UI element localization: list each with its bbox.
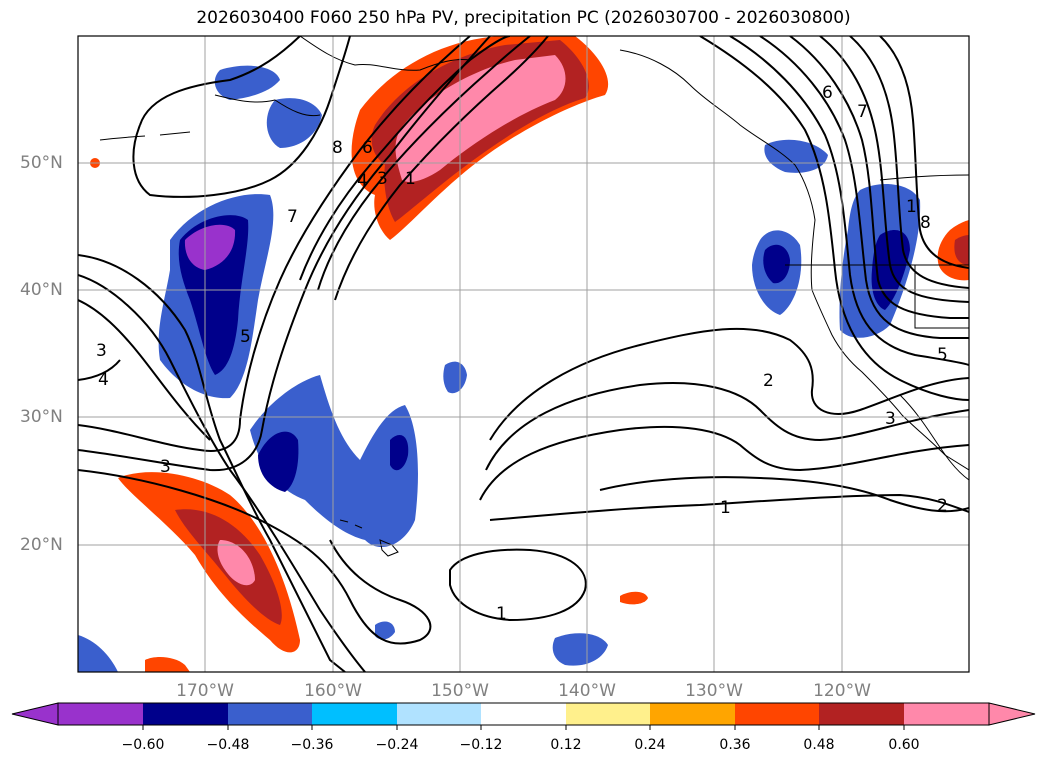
contour-label: 7 bbox=[857, 102, 868, 122]
contour-label: 4 bbox=[98, 370, 109, 390]
contour-label: 5 bbox=[937, 345, 948, 365]
contour-label: 8 bbox=[920, 213, 931, 233]
colorbar-swatch bbox=[143, 703, 228, 725]
lon-label: 160°W bbox=[304, 681, 362, 701]
colorbar-tick-label: 0.60 bbox=[888, 737, 920, 753]
lon-label: 140°W bbox=[558, 681, 616, 701]
colorbar-swatch bbox=[312, 703, 397, 725]
lon-label: 130°W bbox=[685, 681, 743, 701]
colorbar-tick-label: −0.36 bbox=[290, 737, 334, 753]
colorbar-swatch bbox=[397, 703, 481, 725]
precip-negative-hawaii-area bbox=[250, 375, 418, 548]
colorbar-swatch bbox=[481, 703, 566, 725]
colorbar-tick-label: −0.60 bbox=[121, 737, 165, 753]
colorbar-outline bbox=[57, 702, 990, 726]
contour-label: 1 bbox=[405, 169, 416, 189]
contour-label: 3 bbox=[377, 169, 388, 189]
graticule bbox=[78, 36, 969, 672]
colorbar-swatch bbox=[58, 703, 143, 725]
lat-label: 40°N bbox=[20, 280, 63, 300]
colorbar-tick-label: −0.24 bbox=[375, 737, 419, 753]
contour-label: 8 bbox=[332, 138, 343, 158]
lon-label: 150°W bbox=[431, 681, 489, 701]
contour-label: 3 bbox=[885, 409, 896, 429]
contour-label: 3 bbox=[160, 457, 171, 477]
contour-label: 3 bbox=[96, 341, 107, 361]
chart-title: 2026030400 F060 250 hPa PV, precipitatio… bbox=[196, 8, 851, 28]
contour-label: 6 bbox=[362, 138, 373, 158]
pv-contour-labels: 8 6 4 3 1 7 5 3 4 3 2 6 7 8 5 3 2 1 1 1 bbox=[96, 83, 948, 624]
contour-label: 6 bbox=[822, 83, 833, 103]
colorbar-swatch bbox=[650, 703, 735, 725]
precip-negative-regions bbox=[78, 65, 921, 672]
contour-label: 4 bbox=[357, 171, 368, 191]
contour-label: 2 bbox=[763, 371, 774, 391]
contour-label: 5 bbox=[240, 327, 251, 347]
lat-label: 50°N bbox=[20, 153, 63, 173]
colorbar-swatch bbox=[566, 703, 650, 725]
colorbar bbox=[11, 702, 1036, 730]
colorbar-swatch bbox=[228, 703, 312, 725]
colorbar-extend-min bbox=[11, 702, 59, 726]
colorbar-swatch bbox=[904, 703, 989, 725]
contour-label: 1 bbox=[906, 197, 917, 217]
contour-label: 1 bbox=[496, 604, 507, 624]
lon-label: 170°W bbox=[176, 681, 234, 701]
colorbar-tick-label: 0.12 bbox=[550, 737, 582, 753]
lat-label: 30°N bbox=[20, 407, 63, 427]
lon-label: 120°W bbox=[813, 681, 871, 701]
colorbar-swatch bbox=[819, 703, 904, 725]
colorbar-extend-max bbox=[988, 702, 1036, 726]
colorbar-tick-label: −0.12 bbox=[459, 737, 503, 753]
colorbar-tick-label: 0.36 bbox=[719, 737, 751, 753]
contour-label: 2 bbox=[937, 496, 948, 516]
contour-label: 1 bbox=[720, 498, 731, 518]
lat-label: 20°N bbox=[20, 535, 63, 555]
map-frame bbox=[77, 35, 970, 673]
colorbar-tick-label: 0.24 bbox=[634, 737, 666, 753]
contour-label: 7 bbox=[287, 207, 298, 227]
colorbar-tick-label: −0.48 bbox=[206, 737, 250, 753]
colorbar-tick-label: 0.48 bbox=[803, 737, 835, 753]
colorbar-swatch bbox=[735, 703, 819, 725]
